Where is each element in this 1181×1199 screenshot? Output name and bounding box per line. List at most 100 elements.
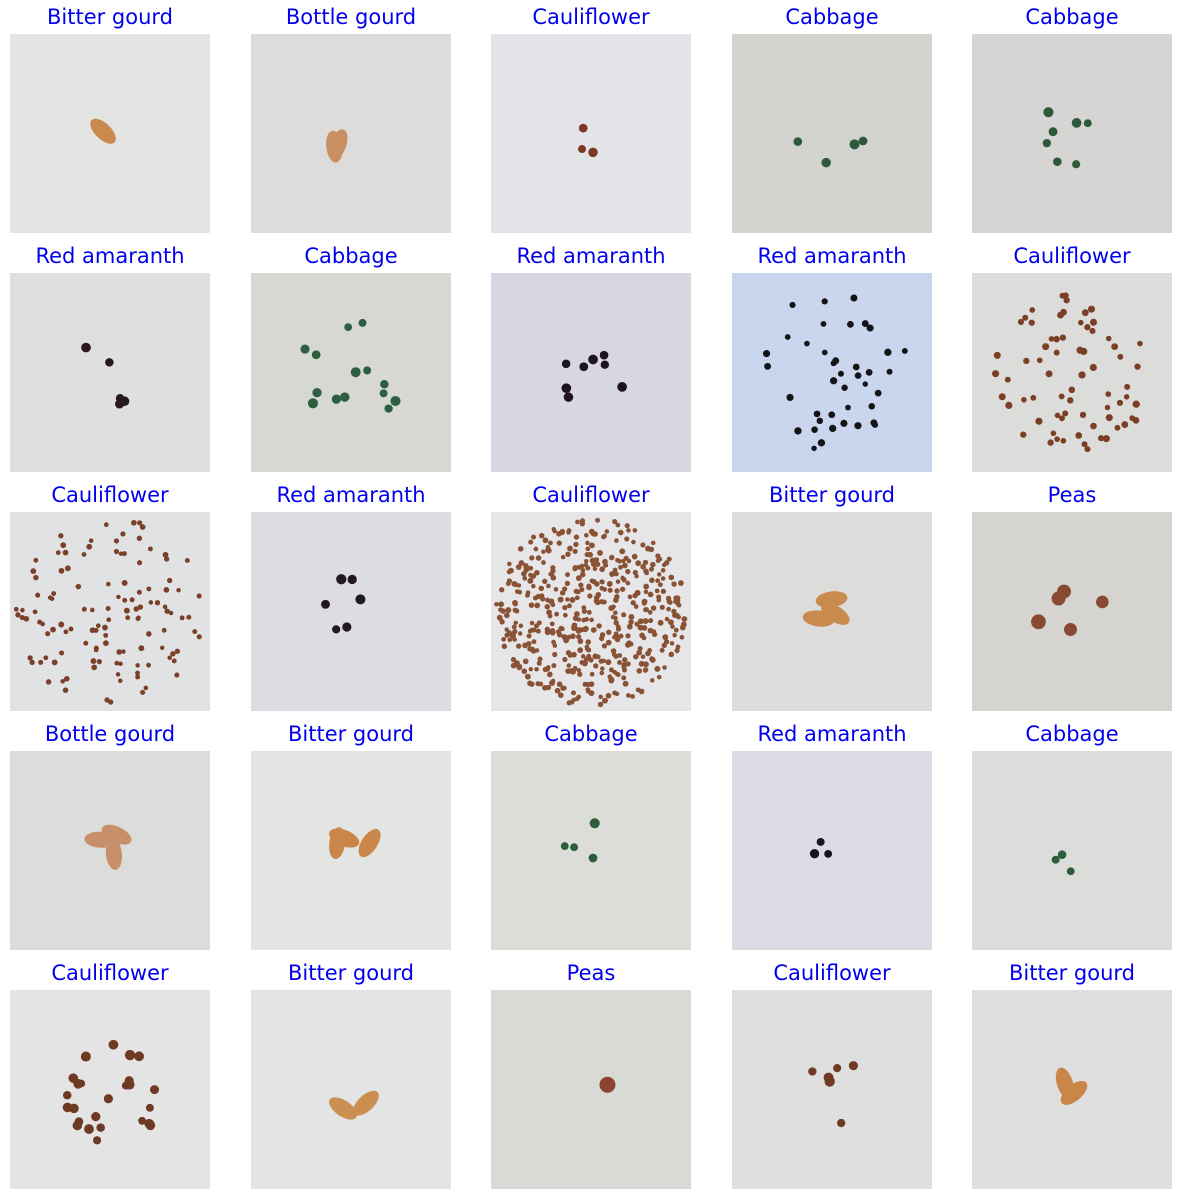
seed — [545, 665, 551, 670]
seed — [565, 597, 570, 602]
seed-photo — [10, 273, 210, 472]
seed — [820, 321, 827, 327]
seed — [573, 534, 580, 540]
seed — [1043, 107, 1054, 118]
seed — [113, 548, 120, 555]
seed — [121, 551, 127, 557]
seed — [522, 642, 528, 649]
seed — [649, 678, 655, 683]
seed — [643, 606, 649, 613]
seed — [570, 633, 576, 640]
seed — [102, 640, 109, 647]
seed — [350, 367, 361, 378]
seed — [536, 620, 542, 626]
cell-label: Cauliflower — [51, 483, 169, 507]
seed — [668, 651, 675, 658]
seed — [1105, 335, 1112, 342]
seed — [518, 623, 524, 629]
seed — [852, 363, 860, 371]
seed — [642, 667, 649, 673]
seed — [586, 610, 592, 615]
seed — [650, 561, 656, 568]
seed — [512, 629, 518, 635]
seed — [1051, 855, 1060, 864]
seed — [628, 614, 635, 620]
cell-label: Red amaranth — [35, 244, 185, 268]
seed — [43, 655, 49, 661]
seed — [636, 649, 642, 656]
seed — [673, 598, 679, 605]
seed — [604, 529, 610, 534]
seed — [29, 659, 35, 666]
seed — [571, 622, 578, 629]
seed — [613, 597, 619, 603]
seed — [659, 647, 665, 653]
seed — [507, 561, 512, 567]
seed — [1134, 363, 1141, 370]
seed — [73, 1078, 84, 1089]
seed — [170, 651, 176, 657]
seed — [575, 589, 581, 595]
seed — [138, 645, 145, 652]
seed — [1068, 386, 1076, 394]
seed — [657, 619, 664, 626]
seed — [1060, 308, 1067, 316]
seed — [808, 1067, 817, 1076]
seed — [116, 649, 122, 655]
seed — [1075, 432, 1083, 439]
seed — [681, 616, 688, 622]
seed — [624, 536, 630, 542]
seed — [567, 652, 573, 658]
seed — [517, 631, 523, 636]
seed — [136, 615, 141, 621]
seed — [90, 118, 116, 144]
seed — [556, 631, 563, 638]
seed — [143, 685, 149, 691]
seed — [93, 647, 99, 653]
seed-photo — [972, 34, 1172, 233]
seed — [605, 659, 612, 666]
seed — [528, 539, 534, 545]
seed — [648, 566, 654, 572]
seed — [602, 697, 608, 704]
seed — [542, 578, 548, 585]
seed — [618, 564, 623, 570]
seed — [643, 568, 649, 574]
seed-photo — [491, 751, 691, 950]
seed — [64, 675, 70, 682]
seed — [498, 601, 505, 608]
seed — [528, 666, 534, 672]
seed — [1054, 412, 1061, 419]
seed — [544, 603, 551, 610]
seed — [145, 1103, 154, 1112]
seed — [643, 589, 649, 595]
seed — [60, 678, 65, 684]
seed — [634, 573, 639, 579]
seed — [637, 646, 643, 652]
seed — [611, 604, 616, 610]
seed — [1132, 400, 1140, 408]
seed — [529, 555, 535, 561]
seed — [329, 129, 348, 160]
seed — [584, 644, 590, 650]
seed — [601, 534, 607, 540]
seed — [598, 694, 603, 700]
seed — [614, 588, 620, 594]
seed — [1051, 591, 1066, 606]
seed — [608, 667, 615, 673]
seed — [612, 634, 617, 640]
seed — [532, 595, 538, 601]
seed — [586, 584, 592, 591]
seed — [589, 671, 595, 677]
cell-label: Red amaranth — [757, 722, 907, 746]
seed — [13, 606, 19, 612]
seed — [507, 637, 513, 643]
seed — [103, 522, 109, 528]
seed — [92, 1136, 102, 1145]
seed — [106, 581, 111, 587]
seed-photo — [10, 990, 210, 1189]
seed — [63, 629, 69, 635]
seed — [588, 147, 598, 158]
seed — [636, 668, 643, 674]
seed — [579, 571, 586, 578]
